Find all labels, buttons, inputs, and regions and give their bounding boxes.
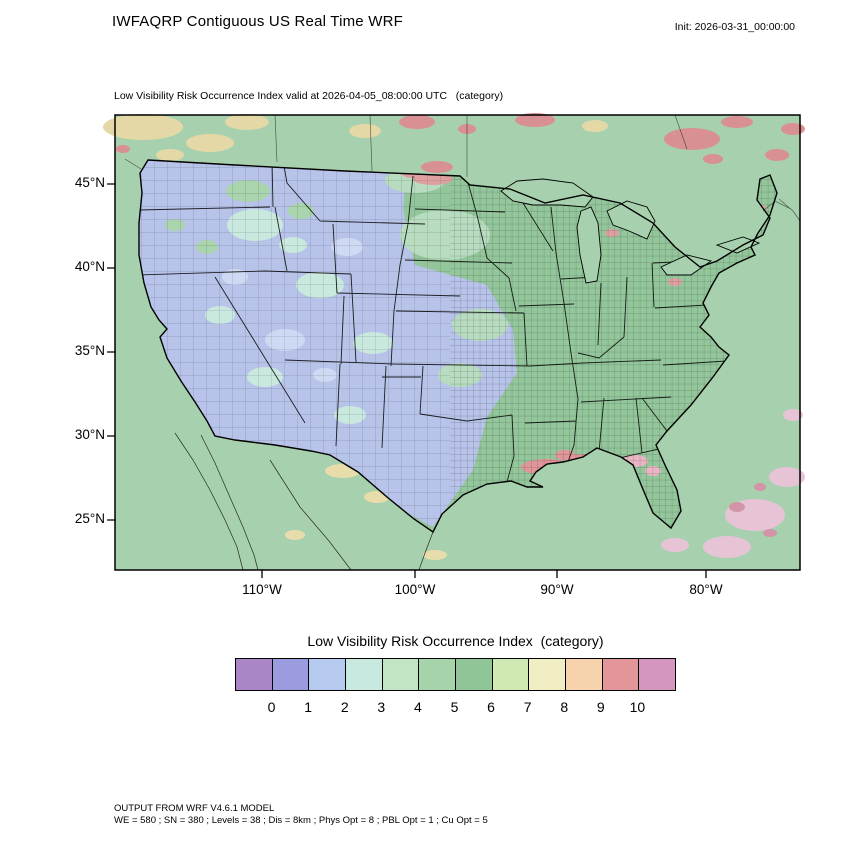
lake-huron xyxy=(606,200,656,240)
colorbar xyxy=(235,658,676,691)
mexico-yellow-patches xyxy=(285,464,447,560)
colorbar-labels: 0 1 2 3 4 5 6 7 8 9 10 xyxy=(235,699,676,719)
atlantic-rose-patches xyxy=(729,483,777,537)
footer-line2: WE = 580 ; SN = 380 ; Levels = 38 ; Dis … xyxy=(114,815,488,826)
mexico-coastlines xyxy=(174,432,434,571)
lat-tick-label: 25°N xyxy=(74,511,105,526)
colorbar-cell xyxy=(346,659,383,690)
colorbar-cell xyxy=(566,659,603,690)
colorbar-tick-label: 10 xyxy=(629,699,646,715)
colorbar-tick-label: 6 xyxy=(487,699,495,715)
conus-map xyxy=(103,113,805,578)
lon-tick-label: 80°W xyxy=(689,582,723,597)
colorbar-cell xyxy=(236,659,273,690)
canada-tan-patches xyxy=(103,114,608,161)
map-frame xyxy=(114,114,801,571)
lon-tick-label: 90°W xyxy=(540,582,574,597)
map-subtitle: Low Visibility Risk Occurrence Index val… xyxy=(114,90,504,102)
colorbar-tick-label: 4 xyxy=(414,699,422,715)
legend-title: Low Visibility Risk Occurrence Index (ca… xyxy=(307,633,604,649)
colorbar-tick-label: 9 xyxy=(596,699,605,715)
colorbar-cell xyxy=(456,659,493,690)
colorbar-cell xyxy=(492,659,530,690)
colorbar-tick-label: 8 xyxy=(560,699,569,715)
lat-tick-label: 35°N xyxy=(74,343,105,358)
colorbar-cell xyxy=(639,659,676,690)
lon-tick-label: 110°W xyxy=(242,582,282,597)
colorbar-cell xyxy=(272,659,310,690)
plot-title: IWFAQRP Contiguous US Real Time WRF xyxy=(112,13,403,30)
axis-ticks xyxy=(107,183,707,578)
colorbar-tick-label: 3 xyxy=(377,699,386,715)
lat-tick-label: 30°N xyxy=(74,427,105,442)
lake-michigan xyxy=(576,206,602,284)
colorbar-cell xyxy=(419,659,457,690)
colorbar-tick-label: 7 xyxy=(523,699,532,715)
lat-tick-label: 40°N xyxy=(74,259,105,274)
colorbar-tick-label: 1 xyxy=(304,699,313,715)
lat-tick-label: 45°N xyxy=(74,175,105,190)
colorbar-tick-label: 0 xyxy=(267,699,276,715)
map-canvas xyxy=(103,113,805,578)
footer-line1: OUTPUT FROM WRF V4.6.1 MODEL xyxy=(114,803,275,814)
footer-note: OUTPUT FROM WRF V4.6.1 MODEL WE = 580 ; … xyxy=(114,803,488,827)
legend: Low Visibility Risk Occurrence Index (ca… xyxy=(235,633,676,719)
lon-tick-label: 100°W xyxy=(394,582,436,597)
canada-red-patches xyxy=(116,113,805,173)
colorbar-cell xyxy=(382,659,420,690)
lake-superior xyxy=(500,178,594,208)
colorbar-cell xyxy=(602,659,640,690)
colorbar-cell xyxy=(529,659,567,690)
state-borders xyxy=(139,160,728,483)
great-lakes xyxy=(500,178,761,284)
colorbar-tick-label: 5 xyxy=(450,699,459,715)
lake-ontario xyxy=(715,236,761,254)
us-border xyxy=(138,159,778,534)
colorbar-cell xyxy=(309,659,347,690)
init-time-label: Init: 2026-03-31_00:00:00 xyxy=(674,21,795,33)
lake-erie xyxy=(660,254,713,276)
colorbar-tick-label: 2 xyxy=(340,699,349,715)
